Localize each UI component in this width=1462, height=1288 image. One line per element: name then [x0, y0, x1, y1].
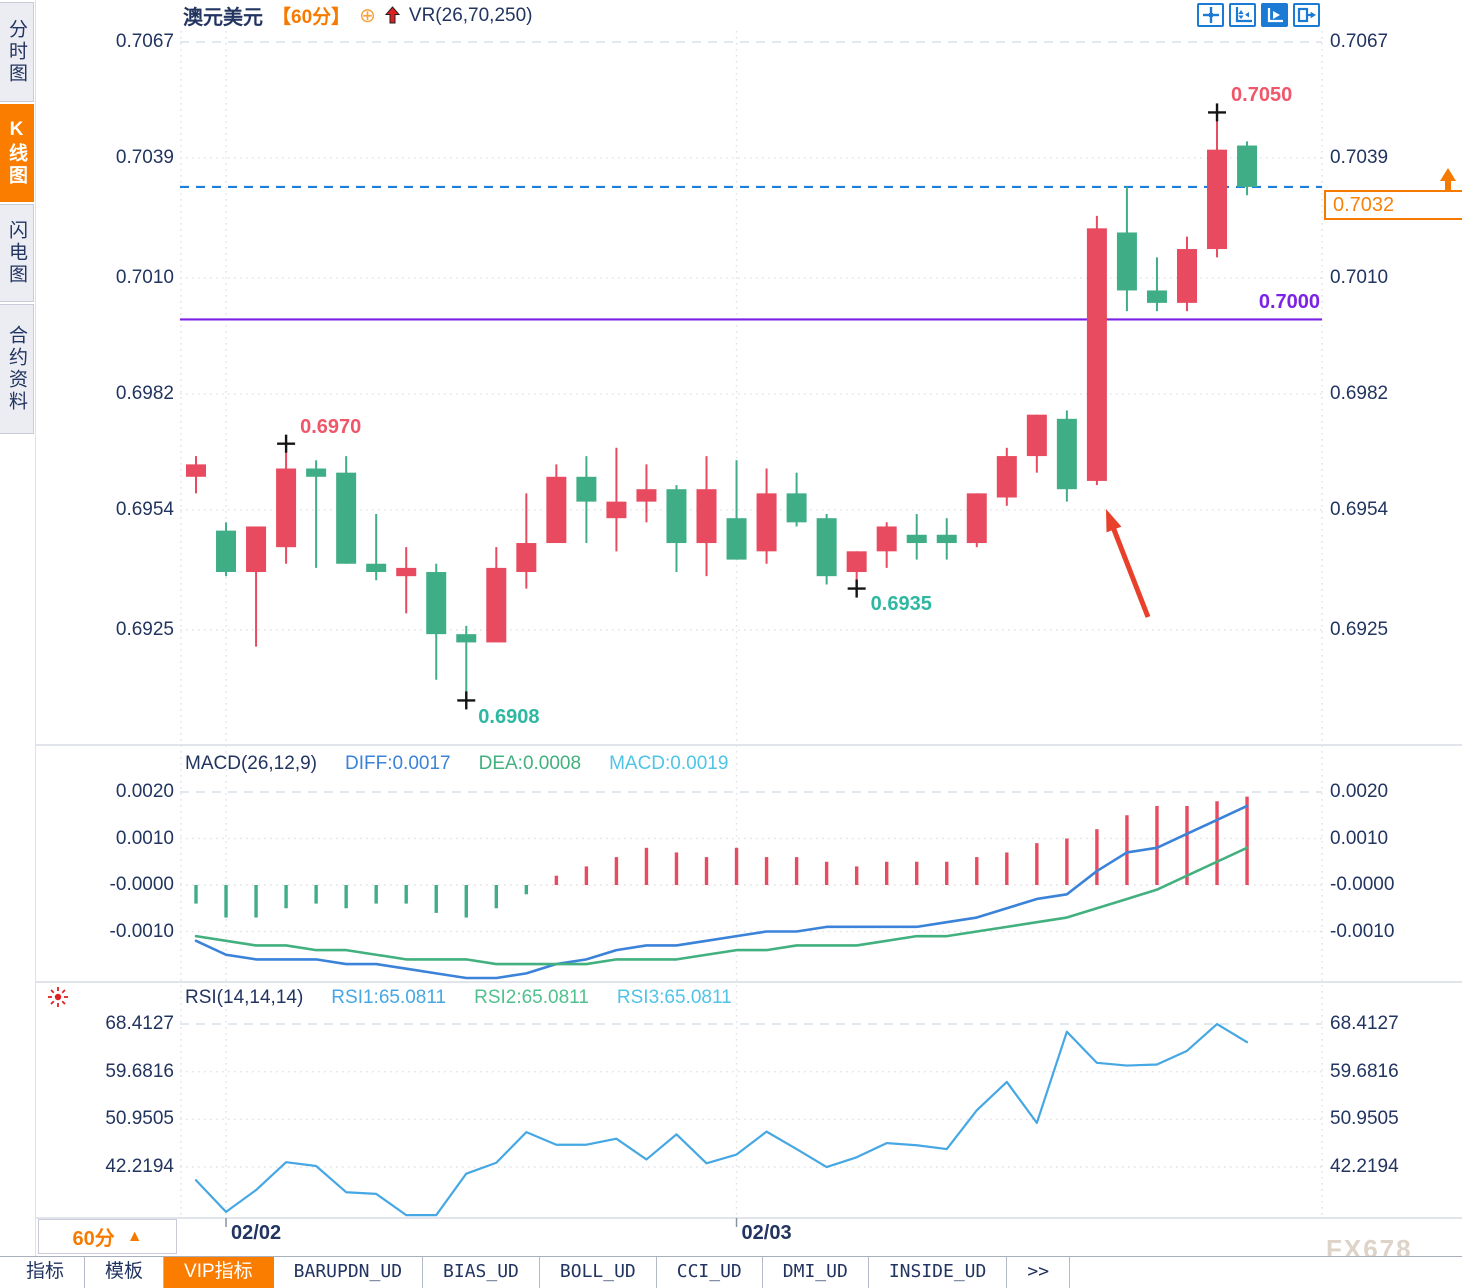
- bottom-tab-1[interactable]: 指标: [6, 1257, 86, 1288]
- candle-body: [246, 526, 267, 573]
- bottom-tab-7[interactable]: CCI_UD: [657, 1257, 763, 1288]
- candle-body: [906, 534, 927, 544]
- candle-body: [846, 551, 867, 573]
- bottom-tab-2[interactable]: 模板: [85, 1257, 165, 1288]
- macd-diff-value: DIFF:0.0017: [345, 753, 451, 774]
- period-arrow-icon: ▲: [126, 1227, 143, 1245]
- candle-body: [696, 489, 717, 544]
- candle-body: [1146, 290, 1167, 303]
- candle-body: [1116, 232, 1137, 291]
- candle-body: [306, 468, 327, 477]
- auto-play-icon[interactable]: [1261, 3, 1288, 27]
- current-price-tag: 0.7032: [1324, 189, 1462, 220]
- vr-indicator-label: VR(26,70,250): [408, 4, 533, 26]
- sidebar-item-1[interactable]: 分时图: [0, 2, 34, 102]
- candle-body: [336, 472, 357, 564]
- rsi3-value: RSI3:65.0811: [616, 987, 732, 1008]
- candle-body: [486, 567, 507, 643]
- candle-body: [516, 543, 537, 573]
- candle-body: [636, 489, 657, 502]
- crosshair-icon[interactable]: [1197, 3, 1224, 27]
- candle-body: [426, 572, 447, 635]
- candle-body: [606, 501, 627, 519]
- chart-toolbar: [1197, 3, 1320, 27]
- price-up-marker-icon: [1440, 168, 1456, 190]
- bottom-tab-8[interactable]: DMI_UD: [763, 1257, 869, 1288]
- rsi1-value: RSI1:65.0811: [331, 987, 447, 1008]
- bottom-tab-9[interactable]: INSIDE_UD: [869, 1257, 1008, 1288]
- bottom-tab-6[interactable]: BOLL_UD: [540, 1257, 657, 1288]
- candle-body: [546, 476, 567, 544]
- rsi-title: RSI(14,14,14): [185, 987, 304, 1008]
- candle-body: [186, 464, 206, 477]
- fit-axes-icon[interactable]: [1229, 3, 1256, 27]
- bottom-tab-3[interactable]: VIP指标: [164, 1257, 274, 1288]
- macd-diff-line: [194, 804, 1249, 980]
- chart-header: 澳元美元 【60分】 ⊕ VR(26,70,250): [183, 2, 533, 30]
- sidebar-item-2[interactable]: K线图: [0, 104, 34, 202]
- macd-dea-value: DEA:0.0008: [478, 753, 582, 774]
- bottom-tab-4[interactable]: BARUPDN_UD: [274, 1257, 424, 1288]
- bottom-tab-10[interactable]: >>: [1007, 1257, 1071, 1288]
- alert-sun-icon: [46, 985, 70, 1014]
- macd-header: MACD(26,12,9) DIFF:0.0017 DEA:0.0008 MAC…: [185, 753, 728, 775]
- candle-body: [216, 530, 237, 573]
- candle-body: [1026, 414, 1047, 457]
- candle-body: [1086, 228, 1107, 481]
- candle-body: [936, 534, 957, 544]
- sidebar-item-3[interactable]: 闪电图: [0, 204, 34, 302]
- candle-body: [1237, 145, 1258, 187]
- pan-right-icon[interactable]: [1293, 3, 1320, 27]
- candle-body: [366, 563, 387, 573]
- candle-body: [726, 518, 747, 560]
- rsi-header: RSI(14,14,14) RSI1:65.0811 RSI2:65.0811 …: [185, 987, 732, 1009]
- rsi-line: [194, 1022, 1249, 1217]
- timeframe-label: 【60分】: [272, 7, 351, 28]
- candle-body: [996, 456, 1017, 498]
- macd-dea-line: [194, 846, 1249, 966]
- candle-body: [396, 567, 417, 577]
- candle-body: [1176, 249, 1197, 303]
- candle-body: [276, 468, 297, 548]
- period-selector[interactable]: 60分 ▲: [38, 1219, 177, 1254]
- candle-body: [816, 518, 837, 577]
- indicator-tabbar: 指标 模板 VIP指标 BARUPDN_UD BIAS_UD BOLL_UD CCI_UD D…: [0, 1256, 1462, 1288]
- sidebar-item-4[interactable]: 合约资料: [0, 304, 34, 434]
- candle-body: [966, 493, 987, 544]
- candle-body: [456, 634, 477, 643]
- candle-body: [576, 476, 597, 502]
- signal-arrow-head: [1106, 509, 1122, 533]
- candle-body: [786, 493, 807, 523]
- signal-arrow: [1109, 523, 1151, 618]
- candle-body: [876, 526, 897, 552]
- macd-title: MACD(26,12,9): [185, 753, 317, 774]
- add-indicator-icon[interactable]: ⊕: [359, 4, 376, 27]
- candle-body: [1207, 149, 1228, 250]
- up-arrow-icon: [384, 5, 400, 26]
- macd-macd-value: MACD:0.0019: [609, 753, 729, 774]
- rsi2-value: RSI2:65.0811: [474, 987, 589, 1008]
- candle-body: [1056, 418, 1077, 490]
- symbol-title: 澳元美元: [183, 7, 263, 29]
- candle-body: [666, 489, 687, 544]
- period-label: 60分: [72, 1228, 115, 1250]
- bottom-tab-5[interactable]: BIAS_UD: [423, 1257, 540, 1288]
- candle-body: [756, 493, 777, 552]
